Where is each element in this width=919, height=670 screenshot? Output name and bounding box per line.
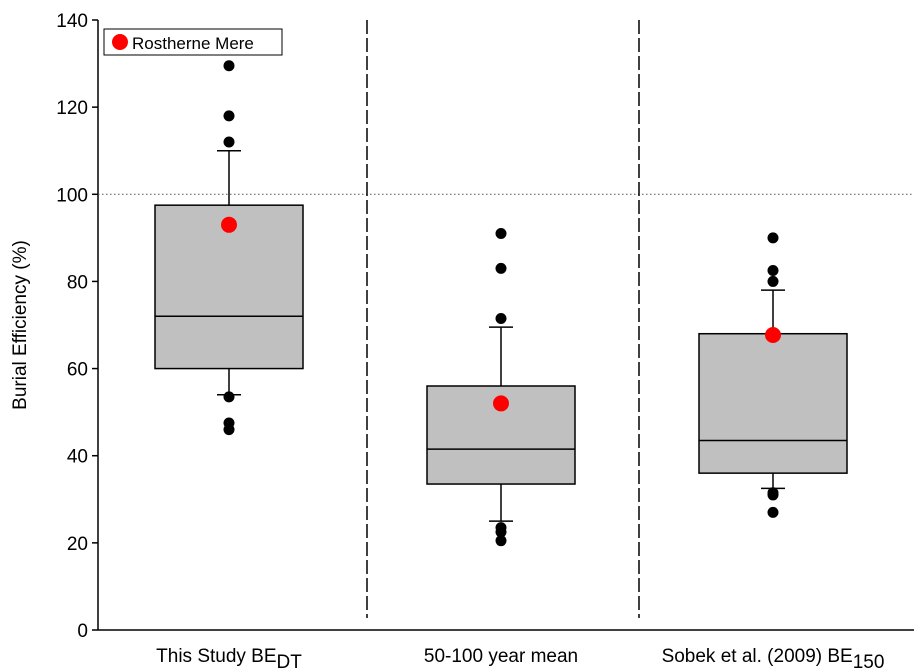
outlier [223,424,235,436]
x-tick-label-text: Sobek et al. (2009) BE [662,646,853,667]
outlier [767,232,779,244]
outlier [767,265,779,277]
highlight-point [221,216,237,233]
y-axis-label: Burial Efficiency (%) [10,240,31,410]
outlier [223,60,235,72]
y-tick-label: 120 [56,98,88,119]
outlier [495,262,507,274]
x-tick-label: This Study BEDT [156,646,302,670]
x-tick-label-text: This Study BE [156,646,276,667]
outlier [767,506,779,518]
y-tick-label: 20 [67,534,88,555]
y-tick-label: 40 [67,447,88,468]
x-tick-label: Sobek et al. (2009) BE150 [662,646,885,670]
x-tick-label-subscript: DT [277,652,303,670]
outlier [223,391,235,403]
outlier [495,535,507,547]
highlight-point [493,395,509,412]
x-tick-label-subscript: 150 [853,652,885,670]
outlier [767,275,779,287]
outlier [495,526,507,538]
box [698,332,848,474]
x-tick-label-text: 50-100 year mean [424,646,578,667]
y-tick-label: 0 [77,621,88,642]
x-tick-label: 50-100 year mean [424,646,578,667]
legend-marker [112,34,128,50]
y-tick-label: 100 [56,185,88,206]
outlier [495,228,507,239]
outlier [223,110,235,122]
outlier [223,136,235,148]
outlier [495,312,507,324]
y-tick-label: 140 [56,11,88,32]
y-tick-label: 60 [67,360,88,381]
outlier [767,489,779,501]
highlight-point [765,327,781,344]
legend-label: Rostherne Mere [132,34,254,53]
legend-box [103,28,283,56]
y-tick-label: 80 [67,272,88,293]
